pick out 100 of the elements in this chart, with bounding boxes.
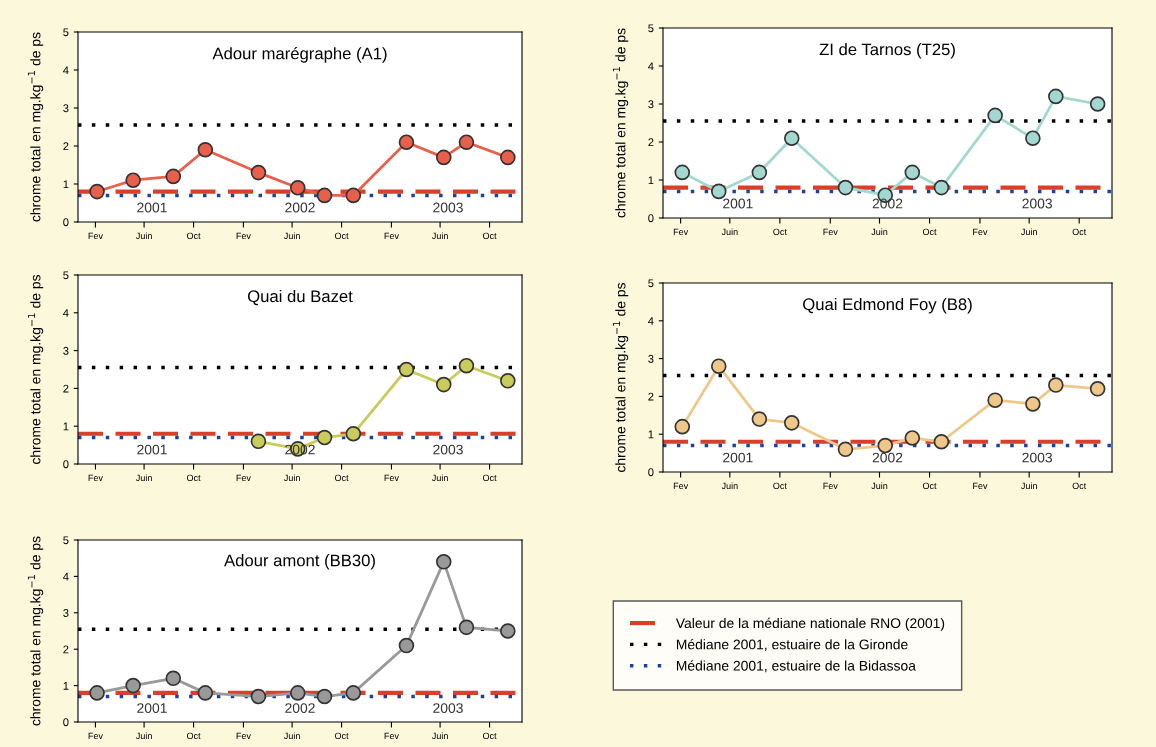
point — [435, 376, 452, 393]
x-tick-label: Oct — [186, 732, 201, 740]
x-tick-label: Juin — [1021, 228, 1037, 236]
point — [1089, 96, 1106, 112]
point — [345, 187, 362, 204]
point — [710, 183, 727, 200]
x-tick-label: Juin — [283, 732, 300, 740]
point — [1025, 130, 1041, 146]
y-tick-label: 5 — [63, 28, 69, 37]
text: ZI de Tarnos (T25) — [819, 43, 955, 59]
x-tick-label: Fev — [973, 482, 988, 490]
y-axis-title: chrome total en mg.kg$^{−1}$ de ps — [27, 274, 44, 464]
x-tick-label: Oct — [482, 474, 497, 482]
text: Adour amont (BB30) — [224, 554, 375, 570]
point — [751, 411, 768, 427]
annotation: 2002 — [285, 703, 315, 713]
y-tick-label: 5 — [648, 24, 654, 33]
text: Quai du Bazet — [247, 289, 353, 306]
x-tick-label: Fev — [236, 732, 251, 740]
point — [500, 149, 516, 166]
x-tick-label: Juin — [721, 482, 738, 490]
point — [458, 357, 475, 374]
annotation: 2001 — [137, 703, 167, 713]
point — [674, 164, 691, 181]
y-tick-label: 4 — [648, 317, 654, 325]
y-tick-label: 0 — [63, 218, 69, 227]
point — [435, 554, 452, 570]
point — [500, 623, 516, 639]
x-tick-label: Juin — [431, 474, 448, 482]
x-tick-label: Oct — [773, 228, 787, 236]
y-tick-label: 2 — [63, 645, 69, 654]
y-tick-label: 4 — [63, 572, 69, 581]
y-tick-label: 1 — [63, 681, 69, 690]
point — [904, 430, 921, 446]
annotation: 2001 — [137, 202, 167, 213]
y-tick-label: 3 — [648, 354, 654, 363]
x-tick-label: Juin — [283, 232, 300, 240]
y-tick-label: 1 — [648, 176, 654, 185]
annotation: 2003 — [433, 202, 463, 213]
point — [316, 688, 333, 705]
x-tick-label: Fev — [673, 228, 689, 236]
annotation: 2001 — [723, 198, 753, 209]
x-tick-label: Juin — [135, 474, 152, 482]
x-tick-label: Juin — [431, 232, 448, 240]
y-axis-title: chrome total en mg.kg$^{−1}$ de ps — [27, 32, 44, 222]
x-tick-label: Fev — [88, 474, 103, 482]
point — [289, 685, 306, 701]
x-tick-label: Fev — [673, 482, 689, 490]
y-tick-label: 3 — [63, 104, 69, 113]
legend-label: Médiane 2001, estuaire de la Gironde — [676, 639, 908, 652]
y-tick-label: 0 — [63, 460, 69, 469]
x-tick-label: Juin — [283, 474, 300, 482]
x-tick-label: Oct — [186, 474, 201, 482]
y-tick-label: 4 — [63, 66, 69, 75]
point — [458, 134, 475, 150]
legend-label: Valeur de la médiane nationale RNO (2001) — [675, 617, 945, 631]
point — [1025, 396, 1041, 412]
point — [398, 134, 415, 150]
y-axis-title: chrome total en mg.kg$^{−1}$ de ps — [612, 282, 629, 472]
x-tick-label: Fev — [88, 232, 103, 240]
point — [783, 415, 800, 431]
point — [398, 637, 415, 654]
x-tick-label: Oct — [922, 228, 937, 236]
x-tick-label: Fev — [88, 732, 103, 740]
y-tick-label: 3 — [63, 346, 69, 355]
point — [435, 149, 452, 166]
x-tick-label: Fev — [384, 732, 399, 740]
point — [1048, 88, 1064, 105]
x-tick-label: Oct — [922, 482, 937, 490]
point — [458, 619, 475, 636]
point — [250, 164, 267, 181]
annotation: 2001 — [723, 452, 753, 463]
annotation: 2003 — [1022, 198, 1053, 209]
x-tick-label: Fev — [823, 482, 838, 490]
annotation: 2003 — [1022, 452, 1053, 463]
point — [837, 179, 854, 196]
point — [289, 180, 306, 196]
y-tick-label: 5 — [648, 279, 654, 288]
point — [674, 418, 691, 435]
x-tick-label: Oct — [482, 232, 497, 240]
point — [125, 172, 141, 188]
y-tick-label: 5 — [63, 536, 69, 545]
point — [125, 677, 141, 694]
x-tick-label: Fev — [823, 228, 838, 236]
annotation: 2001 — [137, 444, 167, 455]
y-tick-label: 4 — [648, 62, 654, 71]
point — [1048, 377, 1064, 393]
point — [345, 685, 362, 701]
x-tick-label: Oct — [334, 474, 349, 482]
legend-label: Médiane 2001, estuaire de la Bidassoa — [676, 660, 916, 673]
x-tick-label: Oct — [334, 232, 349, 240]
y-tick-label: 3 — [648, 100, 654, 109]
point — [500, 373, 516, 389]
x-tick-label: Juin — [135, 732, 152, 740]
y-tick-label: 4 — [63, 309, 69, 317]
y-tick-label: 5 — [63, 271, 69, 280]
point — [783, 130, 800, 146]
point — [837, 441, 854, 458]
text: Quai Edmond Foy (B8) — [803, 297, 972, 314]
annotation: 2002 — [872, 198, 903, 209]
